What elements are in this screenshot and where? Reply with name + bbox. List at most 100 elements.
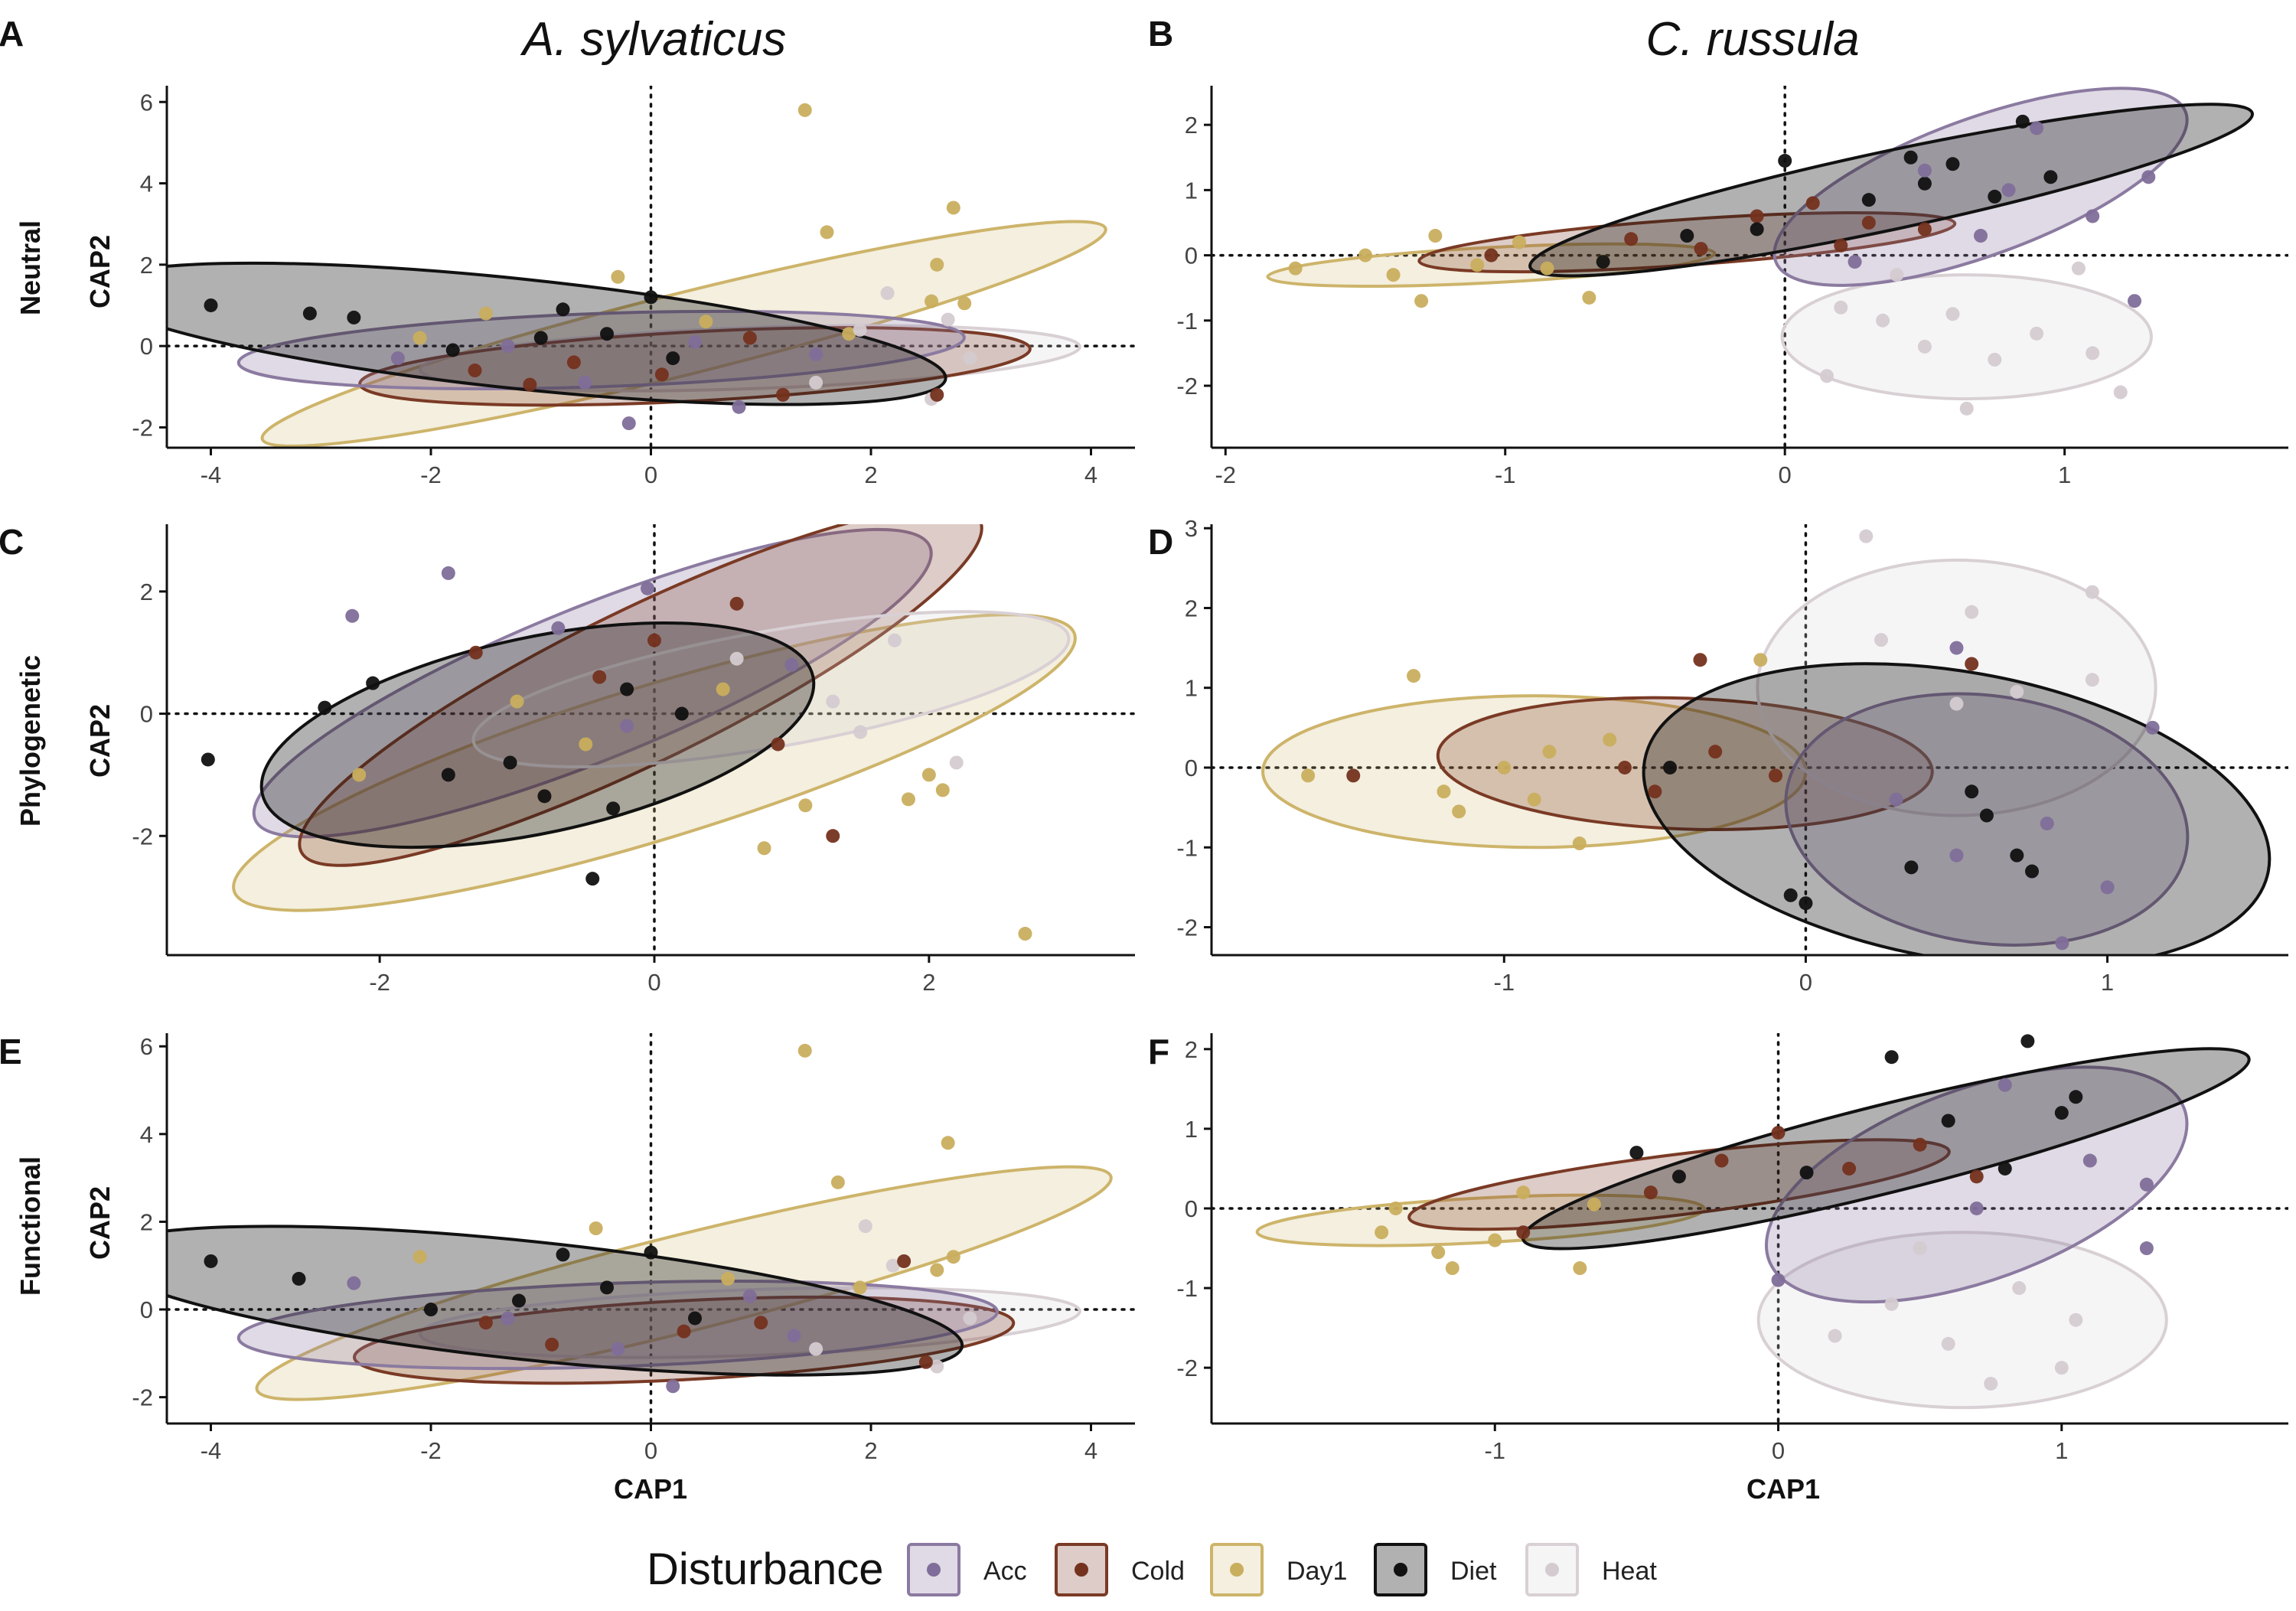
panel-b: -2 -1 0 1 -2 -1 0 1 2 (1176, 86, 2288, 488)
point-diet (2043, 170, 2058, 184)
point-cold (776, 387, 790, 402)
ellipse-diet (259, 621, 816, 850)
point-day1 (820, 225, 834, 240)
y-tick-label: 2 (1185, 595, 1198, 621)
point-day1 (352, 768, 367, 782)
point-day1 (930, 257, 944, 272)
point-diet (1663, 760, 1678, 775)
point-day1 (1386, 268, 1401, 282)
point-heat (1884, 1296, 1899, 1311)
point-day1 (1445, 1261, 1459, 1276)
point-acc (1974, 229, 1988, 243)
y-tick-label: 0 (140, 701, 153, 728)
point-heat (1876, 313, 1890, 328)
point-day1 (1301, 768, 1316, 783)
point-acc (2030, 121, 2044, 135)
ellipse-heat (418, 324, 1081, 393)
point-acc (2139, 1177, 2154, 1192)
point-cold (897, 1254, 912, 1268)
point-diet (1783, 888, 1798, 902)
column-title-left: A. sylvaticus (520, 13, 787, 66)
point-diet (533, 331, 548, 345)
point-heat (2069, 1313, 2083, 1327)
point-acc (501, 339, 515, 354)
point-heat (729, 651, 744, 666)
point-day1 (1512, 235, 1526, 249)
point-cold (1842, 1161, 1857, 1176)
point-acc (347, 1276, 361, 1290)
legend-item-acc: Acc (907, 1543, 1027, 1596)
panel-a: -4 -2 0 2 4 -2 0 2 4 6 (132, 86, 1135, 488)
point-day1 (413, 331, 427, 345)
point-acc (2139, 1241, 2154, 1256)
point-heat (826, 694, 840, 709)
point-diet (1917, 176, 1932, 191)
point-heat (885, 1258, 900, 1273)
point-day1 (1437, 784, 1451, 799)
point-day1 (611, 269, 625, 284)
point-heat (1859, 529, 1874, 543)
point-diet (600, 1280, 614, 1295)
y-tick-label: -1 (1176, 1275, 1198, 1302)
point-heat (1820, 369, 1834, 383)
legend-items: Acc Cold Day1 Diet Heat (907, 1543, 1657, 1596)
point-cold (468, 645, 483, 660)
point-diet (1979, 808, 1994, 823)
legend-label: Diet (1450, 1557, 1497, 1586)
point-diet (1941, 1114, 1955, 1128)
point-day1 (797, 1043, 812, 1058)
y-tick-label: 3 (1185, 515, 1198, 542)
point-acc (2055, 936, 2069, 951)
point-diet (666, 351, 680, 366)
point-diet (1998, 1161, 2012, 1176)
point-day1 (797, 103, 812, 117)
ellipse-acc (236, 309, 966, 391)
ellipse-day1 (255, 1165, 1113, 1401)
point-heat (963, 351, 977, 366)
y-tick-label: -2 (1176, 1355, 1198, 1381)
ellipse-day1 (1266, 242, 1717, 288)
panel-letter-b: B (1148, 14, 1173, 54)
ellipse-acc (1773, 86, 2189, 287)
point-day1 (1431, 1245, 1446, 1260)
point-acc (2100, 880, 2115, 895)
column-title-right: C. russula (1645, 13, 1859, 66)
row-label-neutral: Neutral (15, 220, 46, 315)
point-diet (606, 801, 621, 816)
plot-area (167, 524, 1135, 955)
y-tick-label: -2 (1176, 373, 1198, 399)
point-cold (826, 829, 840, 843)
point-diet (204, 298, 218, 312)
point-heat (2010, 684, 2024, 699)
point-heat (963, 1311, 977, 1326)
y-tick-label: 6 (140, 1033, 153, 1060)
point-diet (1945, 157, 1960, 171)
x-tick-label: 0 (644, 461, 657, 488)
point-heat (930, 1359, 944, 1374)
x-tick-label: -2 (369, 969, 390, 996)
point-diet (2010, 848, 2024, 863)
point-acc (390, 351, 405, 366)
point-acc (641, 581, 655, 595)
point-day1 (1516, 1185, 1531, 1200)
point-diet (674, 706, 689, 721)
legend-label: Cold (1131, 1557, 1185, 1586)
y-axis-label-row1-left: CAP2 (84, 235, 116, 308)
point-day1 (941, 1136, 955, 1150)
point-day1 (925, 294, 939, 308)
legend: Disturbance Acc Cold Day1 Diet Heat (647, 1543, 1657, 1596)
y-tick-label: 0 (1185, 755, 1198, 781)
point-day1 (1497, 760, 1512, 775)
point-day1 (1753, 653, 1768, 667)
point-heat (1890, 268, 1904, 282)
point-diet (204, 1254, 218, 1268)
point-cold (1516, 1225, 1531, 1240)
point-acc (345, 608, 360, 623)
y-tick-label: 1 (1185, 675, 1198, 702)
legend-key-point (1394, 1563, 1407, 1577)
point-day1 (946, 1250, 960, 1264)
point-day1 (921, 768, 936, 782)
x-tick-label: 0 (644, 1437, 657, 1464)
point-diet (2025, 864, 2039, 879)
point-diet (445, 343, 460, 357)
